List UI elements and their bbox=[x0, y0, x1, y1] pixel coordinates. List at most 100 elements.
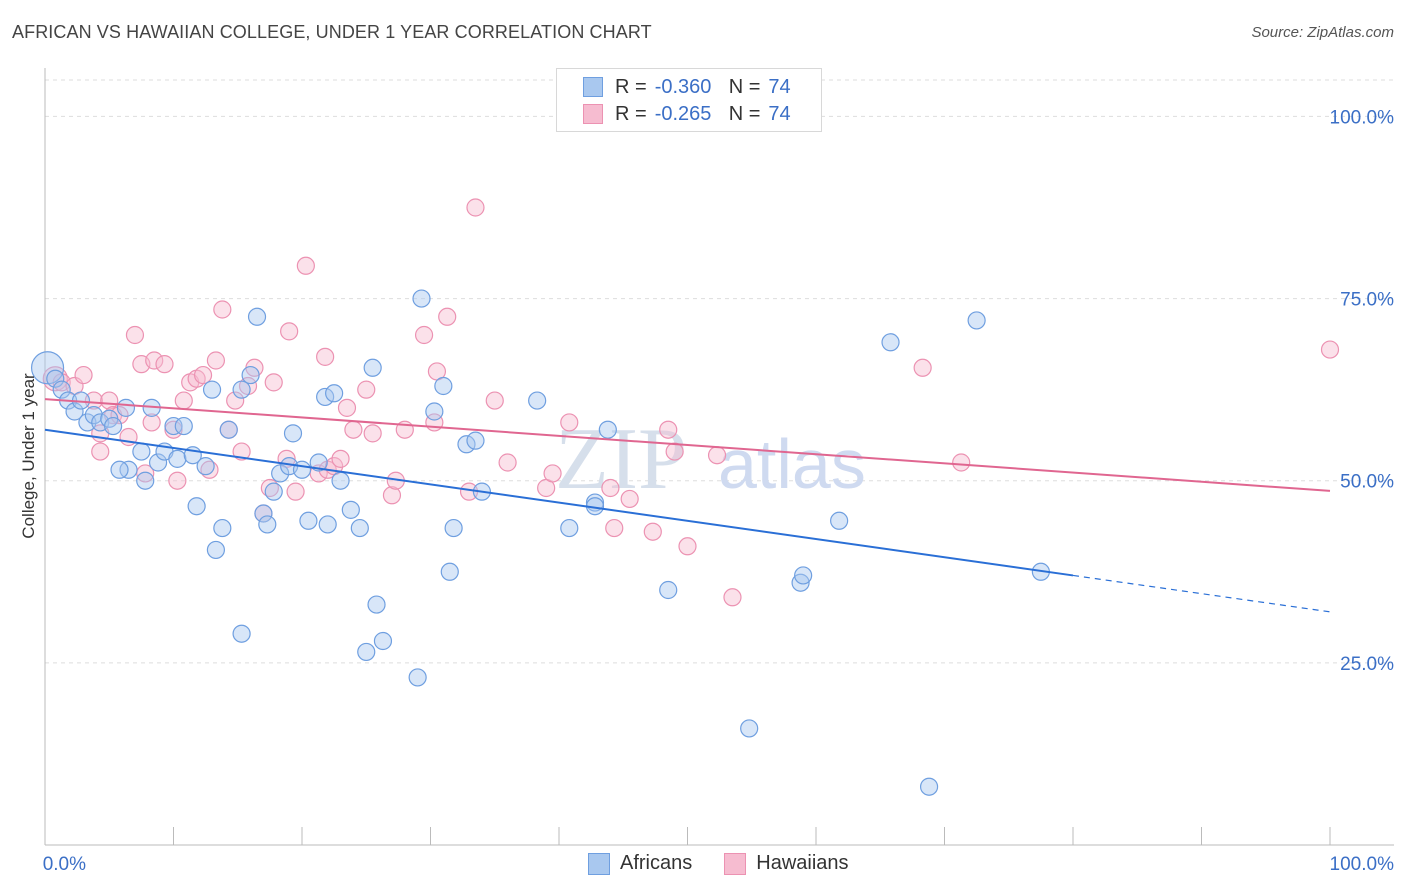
hawaiians-point bbox=[659, 420, 678, 439]
africans-point bbox=[341, 500, 360, 519]
hawaiians-point bbox=[206, 351, 226, 370]
r-label: R = bbox=[615, 75, 647, 98]
hawaiians-point bbox=[707, 446, 727, 465]
africans-point bbox=[78, 413, 97, 432]
hawaiians-point bbox=[145, 351, 164, 370]
africans-point bbox=[466, 431, 485, 450]
africans-point bbox=[444, 518, 463, 538]
hawaiians-point bbox=[560, 413, 579, 432]
africans-point bbox=[132, 442, 151, 461]
africans-point bbox=[65, 402, 84, 421]
africans-point bbox=[110, 460, 129, 479]
axes bbox=[44, 68, 1394, 846]
hawaiians-point bbox=[414, 325, 434, 345]
legend-label-africans: Africans bbox=[620, 852, 693, 874]
africans-point bbox=[104, 416, 123, 436]
africans-point bbox=[325, 384, 344, 403]
africans-point bbox=[148, 453, 168, 472]
n-label: N = bbox=[728, 102, 761, 125]
africans-point bbox=[241, 365, 260, 385]
hawaiians-point bbox=[110, 406, 129, 425]
africans-point bbox=[560, 518, 579, 538]
y-axis-label: College, Under 1 year bbox=[19, 373, 38, 539]
chart-title: AFRICAN VS HAWAIIAN COLLEGE, UNDER 1 YEA… bbox=[12, 22, 652, 42]
africans-point bbox=[168, 449, 187, 468]
n-label: N = bbox=[728, 75, 761, 98]
africans-point bbox=[967, 311, 986, 330]
r-value: -0.265 bbox=[654, 102, 712, 125]
africans-trend-line bbox=[44, 428, 1074, 577]
hawaiians-point bbox=[952, 453, 971, 472]
hawaiians-point bbox=[363, 424, 382, 443]
hawaiians-point bbox=[466, 198, 485, 217]
hawaiians-point bbox=[213, 300, 232, 319]
hawaiians-point bbox=[74, 365, 93, 385]
legend-label-hawaiians: Hawaiians bbox=[756, 852, 849, 874]
africans-point bbox=[659, 580, 678, 600]
africans-point bbox=[919, 777, 939, 796]
africans-point bbox=[791, 573, 810, 592]
hawaiians-point bbox=[344, 420, 363, 439]
legend-item-africans[interactable]: Africans bbox=[588, 852, 692, 875]
y-tick-labels: 25.0% 50.0% 75.0% 100.0% bbox=[1330, 107, 1395, 674]
hawaiians-point bbox=[498, 453, 517, 472]
hawaiians-point bbox=[168, 471, 187, 490]
africans-point bbox=[232, 624, 251, 643]
hawaiians-point bbox=[665, 442, 684, 461]
x-tick-label-min: 0.0% bbox=[43, 854, 86, 875]
hawaiians-point bbox=[913, 358, 932, 377]
africans-point bbox=[116, 398, 136, 417]
hawaiians-point bbox=[643, 522, 662, 541]
africans-point bbox=[316, 387, 335, 407]
africans-point bbox=[357, 642, 376, 662]
africans-point bbox=[331, 471, 350, 490]
series-legend: Africans Hawaiians bbox=[588, 852, 881, 875]
hawaiians-point bbox=[84, 391, 103, 410]
africans-point bbox=[598, 420, 617, 439]
y-tick-label: 25.0% bbox=[1340, 654, 1394, 675]
hawaiians-point bbox=[125, 325, 145, 345]
africans-point bbox=[309, 453, 328, 472]
legend-row-africans: R = -0.360 N = 74 bbox=[583, 75, 791, 99]
hawaiians-point bbox=[543, 464, 562, 483]
hawaiians-point bbox=[174, 391, 193, 410]
hawaiians-point bbox=[155, 355, 174, 374]
africans-point bbox=[350, 518, 369, 538]
africans-point bbox=[84, 406, 103, 425]
africans-point bbox=[412, 289, 431, 308]
hawaiians-point bbox=[280, 322, 299, 341]
hawaiians-point bbox=[357, 380, 376, 399]
africans-swatch bbox=[583, 77, 603, 97]
africans-point bbox=[213, 518, 232, 538]
r-value: -0.360 bbox=[654, 75, 712, 98]
africans-point bbox=[254, 504, 273, 523]
africans-point bbox=[363, 358, 382, 377]
africans-point bbox=[373, 631, 393, 651]
africans-point bbox=[206, 540, 226, 560]
africans-point bbox=[299, 511, 318, 530]
hawaiians-point bbox=[678, 537, 697, 556]
africans-point bbox=[247, 307, 267, 326]
africans-point bbox=[830, 511, 849, 530]
africans-swatch bbox=[588, 852, 610, 875]
africans-point bbox=[367, 595, 386, 614]
hawaiians-point bbox=[485, 391, 504, 410]
africans-point bbox=[283, 424, 303, 443]
hawaiians-point bbox=[438, 307, 457, 326]
hawaiians-point bbox=[142, 413, 161, 432]
hawaiians-swatch bbox=[724, 852, 747, 875]
y-tick-label: 100.0% bbox=[1330, 107, 1395, 128]
africans-point bbox=[174, 416, 193, 436]
africans-point bbox=[187, 497, 206, 516]
africans-point bbox=[164, 416, 183, 436]
legend-item-hawaiians[interactable]: Hawaiians bbox=[724, 852, 849, 875]
hawaiians-point bbox=[286, 482, 305, 501]
africans-point bbox=[196, 457, 215, 476]
hawaiians-point bbox=[1320, 340, 1340, 359]
y-tick-label: 50.0% bbox=[1340, 472, 1394, 493]
africans-point bbox=[440, 562, 459, 581]
hawaiians-point bbox=[605, 518, 624, 538]
africans-point bbox=[408, 668, 427, 687]
watermark-atlas: atlas bbox=[718, 425, 866, 503]
